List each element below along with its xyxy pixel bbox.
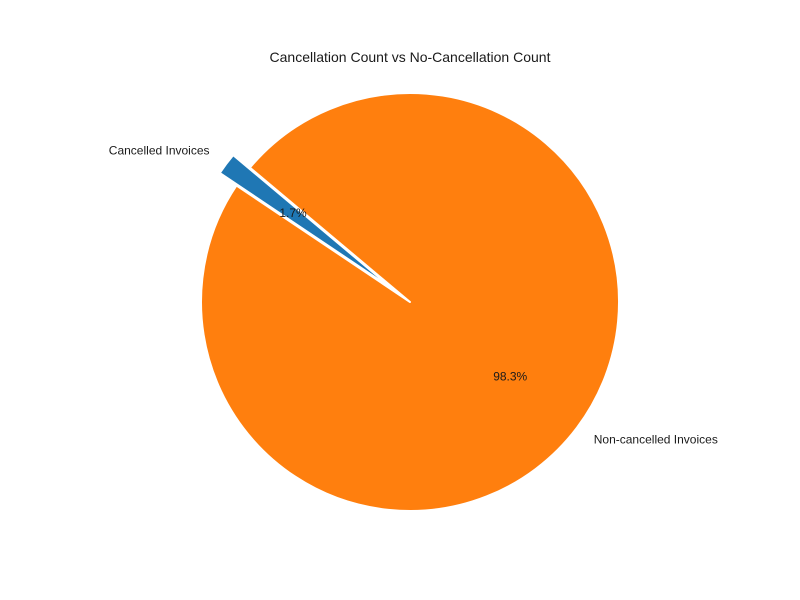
chart-title: Cancellation Count vs No-Cancellation Co… <box>269 49 551 65</box>
slice-pct-label-1: 98.3% <box>493 370 527 384</box>
slice-pct-label-0: 1.7% <box>279 206 307 220</box>
slice-label-1: Non-cancelled Invoices <box>594 432 718 446</box>
slice-label-0: Cancelled Invoices <box>109 143 210 157</box>
pie-slice-0 <box>218 154 395 291</box>
pie-slice-1 <box>200 92 620 512</box>
